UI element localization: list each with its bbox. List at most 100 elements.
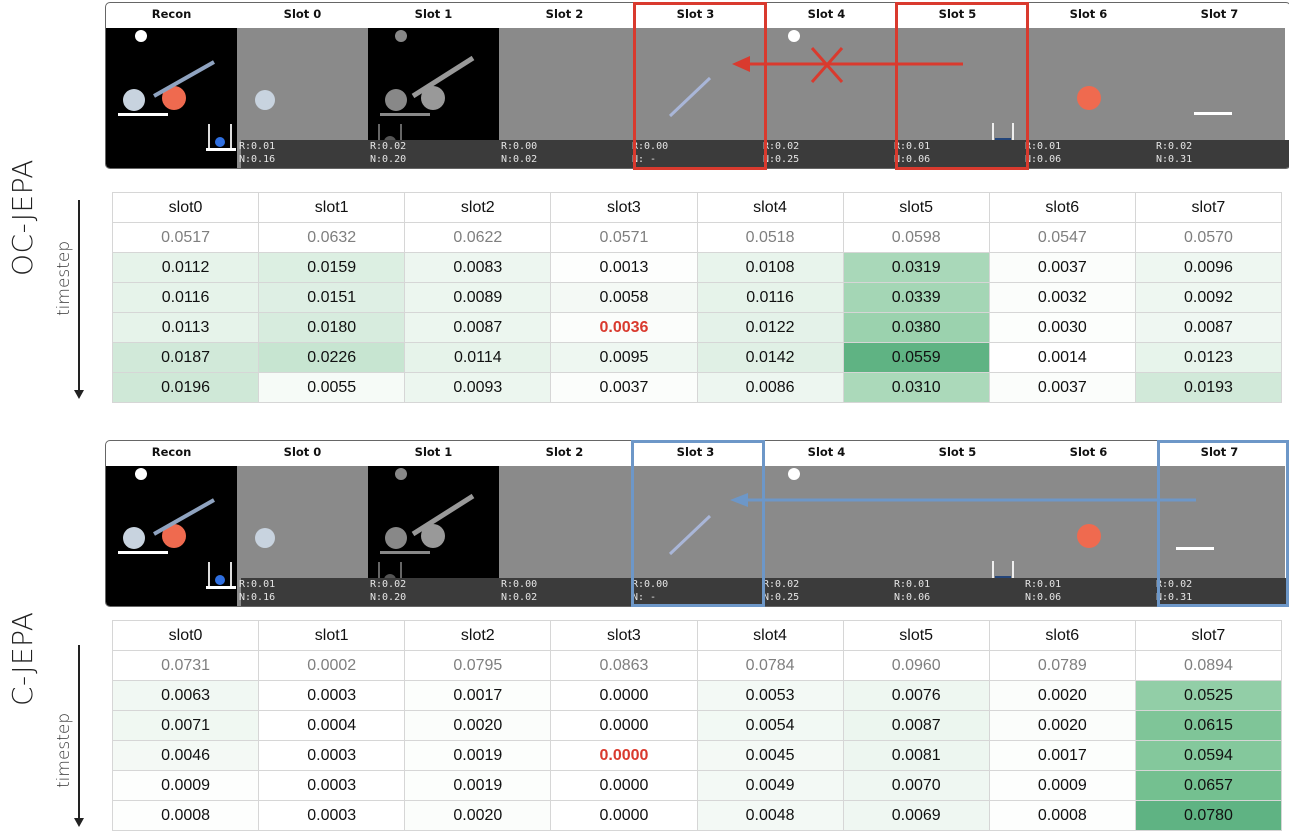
table-cell: 0.0048 — [696, 800, 844, 831]
strip-title-slot-5: Slot 5 — [938, 445, 977, 459]
table-cell: 0.0053 — [696, 680, 844, 711]
table-cell: 0.0657 — [1134, 770, 1283, 801]
table-cell: 0.0795 — [404, 650, 552, 681]
highlight-box-slot-3-top — [633, 2, 767, 170]
table-cell: 0.0076 — [842, 680, 990, 711]
table-cell: 0.0087 — [404, 312, 552, 343]
slot-1-info: R:0.02 N:0.20 — [370, 141, 407, 165]
table-cell: 0.0008 — [988, 800, 1136, 831]
table-cell: 0.0193 — [1134, 372, 1283, 403]
table-cell: 0.0571 — [550, 222, 698, 253]
table-row: 0.0009 0.0003 0.0019 0.0000 0.0049 0.007… — [111, 770, 1283, 801]
table-row: 0.0731 0.0002 0.0795 0.0863 0.0784 0.096… — [111, 650, 1283, 681]
table-cell: 0.0017 — [404, 680, 552, 711]
table-cell: 0.0598 — [842, 222, 990, 253]
table-row: 0.0113 0.0180 0.0087 0.0036 0.0122 0.038… — [111, 312, 1283, 343]
slot-5-info: R:0.01 N:0.06 — [894, 141, 931, 165]
slot-6-info: R:0.01 N:0.06 — [1025, 579, 1062, 603]
highlight-box-slot-5-top — [895, 2, 1029, 170]
timestep-arrowhead-bottom — [74, 818, 84, 827]
table-cell: 0.0123 — [1134, 342, 1283, 373]
strip-header: Recon Slot 0 Slot 1 Slot 2 Slot 3 Slot 4… — [106, 441, 1289, 466]
column-header: slot7 — [1134, 620, 1283, 651]
strip-header: Recon Slot 0 Slot 1 Slot 2 Slot 3 Slot 4… — [106, 3, 1289, 28]
table-cell: 0.0071 — [111, 710, 260, 741]
table-cell: 0.0151 — [258, 282, 406, 313]
table-cell: 0.0116 — [696, 282, 844, 313]
table-cell: 0.0096 — [1134, 252, 1283, 283]
table-cell: 0.0003 — [258, 740, 406, 771]
slot-0-scene — [255, 90, 275, 110]
table-cell: 0.0008 — [111, 800, 260, 831]
slot-4-info: R:0.02 N:0.25 — [763, 579, 800, 603]
table-cell: 0.0116 — [111, 282, 260, 313]
table-cell: 0.0049 — [696, 770, 844, 801]
table-row: 0.0008 0.0003 0.0020 0.0000 0.0048 0.006… — [111, 800, 1283, 831]
slot-3-scene — [668, 514, 712, 556]
table-cell: 0.0226 — [258, 342, 406, 373]
strip-title-recon: Recon — [151, 445, 192, 459]
table-cell: 0.0113 — [111, 312, 260, 343]
table-cell: 0.0058 — [550, 282, 698, 313]
table-cell: 0.0003 — [258, 680, 406, 711]
table-cell: 0.0894 — [1134, 650, 1283, 681]
strip-title-slot-0: Slot 0 — [283, 445, 322, 459]
table-cell: 0.0030 — [988, 312, 1136, 343]
table-cell: 0.0020 — [404, 800, 552, 831]
table-cell: 0.0000 — [550, 680, 698, 711]
table-cell: 0.0000 — [550, 710, 698, 741]
slot-0-info: R:0.01 N:0.16 — [239, 579, 276, 603]
table-cell: 0.0014 — [988, 342, 1136, 373]
strip-title-slot-2: Slot 2 — [545, 7, 584, 21]
table-cell: 0.0083 — [404, 252, 552, 283]
table-cell: 0.0020 — [404, 710, 552, 741]
table-cell: 0.0310 — [842, 372, 990, 403]
table-cell: 0.0045 — [696, 740, 844, 771]
table-row: 0.0046 0.0003 0.0019 0.0000 0.0045 0.008… — [111, 740, 1283, 771]
timestep-label-bottom: timestep — [54, 712, 74, 788]
slot-1-info: R:0.02 N:0.20 — [370, 579, 407, 603]
table-cell: 0.0019 — [404, 740, 552, 771]
table-cell: 0.0559 — [842, 342, 990, 373]
table-cell: 0.0570 — [1134, 222, 1283, 253]
table-cell: 0.0037 — [988, 252, 1136, 283]
slot-5-info: R:0.01 N:0.06 — [894, 579, 931, 603]
table-cell: 0.0092 — [1134, 282, 1283, 313]
column-header: slot4 — [696, 192, 844, 223]
slot-3-info: R:0.00 N: - — [632, 579, 669, 603]
column-header: slot1 — [258, 620, 406, 651]
slot-2-info: R:0.00 N:0.02 — [501, 141, 538, 165]
slot-3-info: R:0.00 N: - — [632, 141, 669, 165]
table-cell: 0.0020 — [988, 680, 1136, 711]
slot-6-scene — [1077, 86, 1101, 110]
slot-4-scene — [788, 468, 800, 480]
strip-title-slot-1: Slot 1 — [414, 7, 453, 21]
table-cell: 0.0070 — [842, 770, 990, 801]
table-cell: 0.0054 — [696, 710, 844, 741]
bottom-slot-strip: Recon Slot 0 Slot 1 Slot 2 Slot 3 Slot 4… — [105, 440, 1289, 607]
table-row: 0.0116 0.0151 0.0089 0.0058 0.0116 0.033… — [111, 282, 1283, 313]
column-header: slot1 — [258, 192, 406, 223]
table-cell: 0.0112 — [111, 252, 260, 283]
strip-title-slot-2: Slot 2 — [545, 445, 584, 459]
strip-title-slot-3: Slot 3 — [676, 7, 715, 21]
table-cell-highlighted: 0.0000 — [550, 740, 698, 771]
information-flow-arrow — [730, 493, 1196, 507]
table-row: 0.0517 0.0632 0.0622 0.0571 0.0518 0.059… — [111, 222, 1283, 253]
table-cell: 0.0089 — [404, 282, 552, 313]
table-row: 0.0063 0.0003 0.0017 0.0000 0.0053 0.007… — [111, 680, 1283, 711]
table-cell: 0.0114 — [404, 342, 552, 373]
timestep-label-top: timestep — [54, 240, 74, 316]
recon-scene — [118, 468, 236, 589]
table-cell: 0.0960 — [842, 650, 990, 681]
slot-0-info: R:0.01 N:0.16 — [239, 141, 276, 165]
blocked-arrow — [732, 47, 963, 83]
strip-title-slot-7: Slot 7 — [1200, 445, 1239, 459]
table-cell: 0.0547 — [988, 222, 1136, 253]
top-slot-strip: Recon Slot 0 Slot 1 Slot 2 Slot 3 Slot 4… — [105, 2, 1289, 169]
strip-title-slot-1: Slot 1 — [414, 445, 453, 459]
table-cell: 0.0622 — [404, 222, 552, 253]
slot-3-scene — [668, 76, 712, 118]
table-cell: 0.0319 — [842, 252, 990, 283]
table-cell: 0.0000 — [550, 770, 698, 801]
